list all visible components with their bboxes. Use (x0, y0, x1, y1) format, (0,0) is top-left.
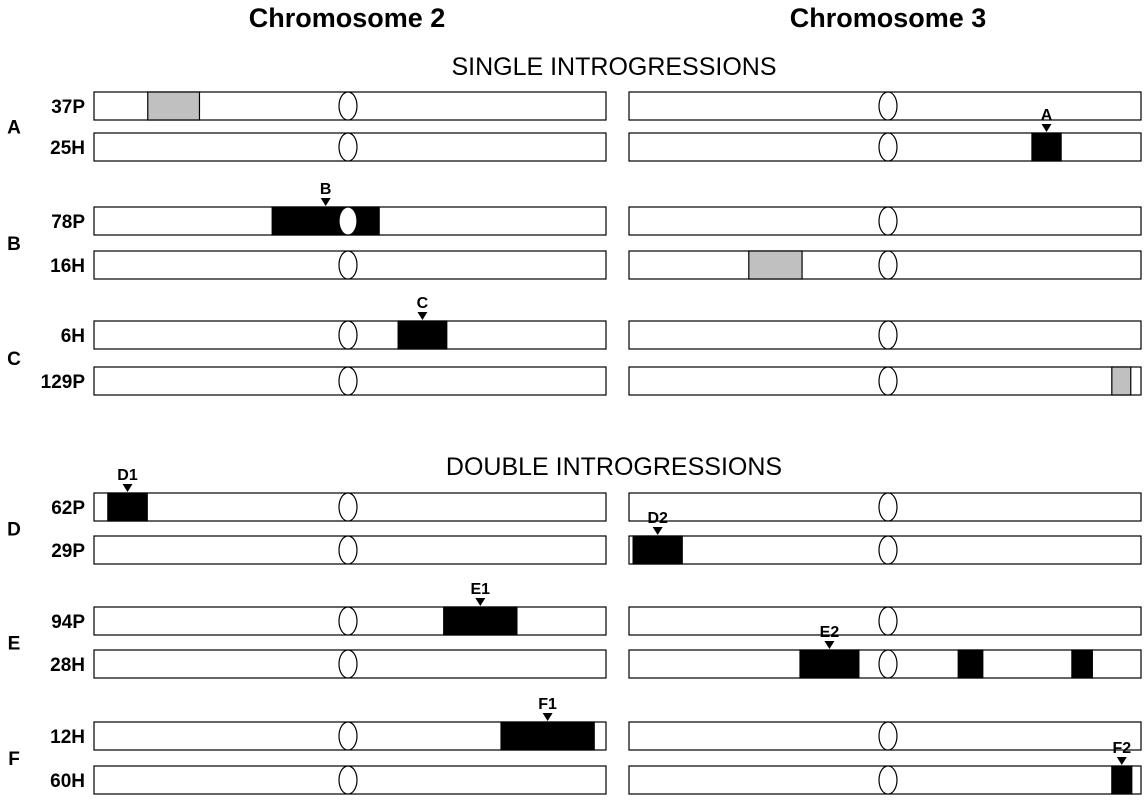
centromere (338, 492, 358, 522)
centromere (878, 320, 898, 350)
centromere (338, 721, 358, 751)
row-label: 129P (41, 372, 86, 393)
marker-arrow-icon (320, 198, 331, 206)
introgression-segment (799, 649, 860, 679)
centromere (338, 91, 358, 121)
row-label: 29P (51, 541, 85, 562)
row-label: 16H (50, 256, 85, 277)
row-label: 12H (50, 727, 85, 748)
centromere (338, 765, 358, 795)
centromere (878, 765, 898, 795)
chromosome-rows: A 37P 25H A B 78P B 16H C 6H C 129P D 62P D1 29P D2 E 94P E… (7, 91, 1142, 795)
group-label: B (7, 234, 21, 255)
introgression-segment (1111, 366, 1132, 396)
centromere (878, 535, 898, 565)
single-introgressions-title: SINGLE INTROGRESSIONS (451, 53, 776, 81)
centromere (878, 606, 898, 636)
group-label: E (8, 634, 21, 655)
centromere (338, 606, 358, 636)
centromere (878, 91, 898, 121)
introgression-segment (1111, 765, 1133, 795)
marker-arrow-icon (417, 312, 428, 320)
marker-label: E1 (471, 581, 491, 598)
marker-arrow-icon (1041, 124, 1052, 132)
centromere (878, 206, 898, 236)
introgression-segment (748, 250, 803, 280)
marker-label: F2 (1112, 740, 1131, 757)
marker-label: A (1041, 107, 1053, 124)
introgression-segment (147, 91, 201, 121)
double-introgressions-title: DOUBLE INTROGRESSIONS (446, 453, 782, 481)
row-label: 37P (51, 97, 85, 118)
centromere (338, 535, 358, 565)
marker-label: E2 (820, 624, 840, 641)
marker-label: C (417, 295, 429, 312)
introgression-segment (632, 535, 683, 565)
centromere (338, 649, 358, 679)
introgression-segment (443, 606, 518, 636)
centromere (878, 366, 898, 396)
centromere (338, 320, 358, 350)
row-label: 78P (51, 212, 85, 233)
marker-arrow-icon (1116, 757, 1127, 765)
centromere (878, 132, 898, 162)
marker-label: D2 (647, 510, 668, 527)
group-label: F (8, 749, 20, 770)
marker-label: F1 (538, 696, 557, 713)
centromere (878, 721, 898, 751)
introgression-segment (1031, 132, 1062, 162)
introgression-segment (1071, 649, 1093, 679)
centromere (878, 649, 898, 679)
centromere (338, 132, 358, 162)
marker-label: B (320, 181, 332, 198)
row-label: 62P (51, 498, 85, 519)
introgression-segment (500, 721, 595, 751)
centromere (878, 250, 898, 280)
group-label: C (7, 349, 21, 370)
group-label: A (7, 118, 21, 139)
chromosome-2-header: Chromosome 2 (249, 3, 446, 33)
centromere (878, 492, 898, 522)
row-label: 28H (50, 655, 85, 676)
centromere (338, 366, 358, 396)
introgression-segment (271, 206, 380, 236)
marker-arrow-icon (122, 484, 133, 492)
row-label: 94P (51, 612, 85, 633)
centromere (338, 206, 358, 236)
group-label: D (7, 520, 21, 541)
introgression-segment (397, 320, 448, 350)
marker-arrow-icon (475, 598, 486, 606)
row-label: 60H (50, 771, 85, 792)
marker-label: D1 (117, 467, 138, 484)
row-label: 6H (61, 326, 85, 347)
centromere (338, 250, 358, 280)
marker-arrow-icon (824, 641, 835, 649)
introgression-segment (107, 492, 148, 522)
row-label: 25H (50, 138, 85, 159)
marker-arrow-icon (652, 527, 663, 535)
chromosome-3-header: Chromosome 3 (790, 3, 987, 33)
introgression-segment (957, 649, 984, 679)
marker-arrow-icon (542, 713, 553, 721)
